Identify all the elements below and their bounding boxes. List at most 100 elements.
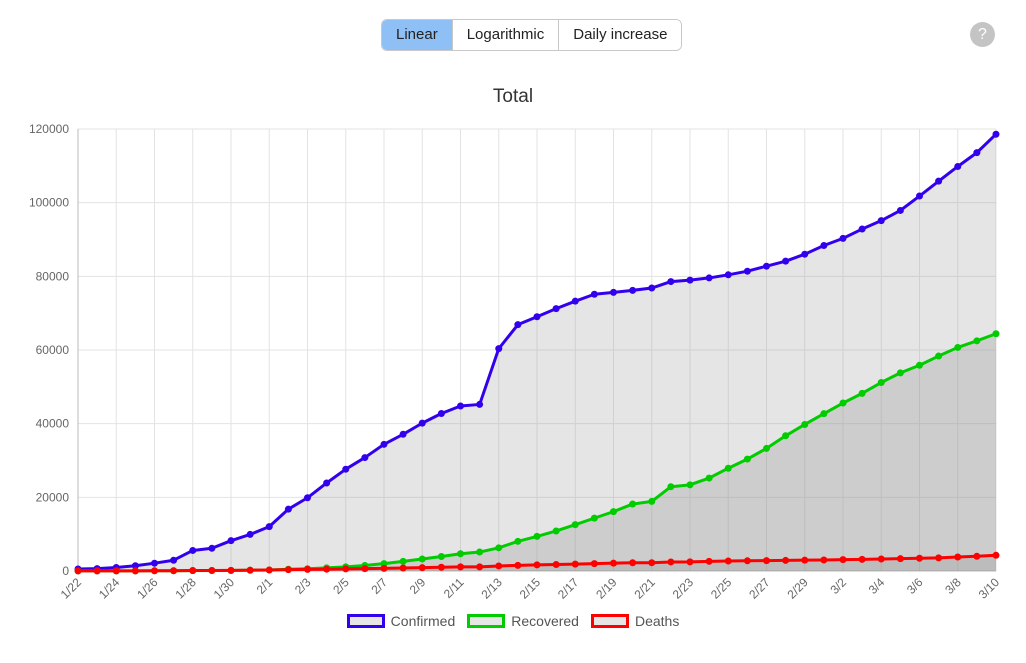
point-deaths[interactable]: [877, 555, 885, 563]
point-confirmed[interactable]: [896, 206, 904, 214]
point-confirmed[interactable]: [724, 271, 732, 279]
point-deaths[interactable]: [399, 564, 407, 572]
point-recovered[interactable]: [820, 410, 828, 418]
point-deaths[interactable]: [571, 560, 579, 568]
point-deaths[interactable]: [629, 559, 637, 567]
point-confirmed[interactable]: [820, 242, 828, 250]
point-deaths[interactable]: [131, 567, 139, 575]
point-deaths[interactable]: [304, 565, 311, 573]
point-deaths[interactable]: [380, 564, 388, 572]
point-recovered[interactable]: [514, 537, 522, 545]
point-recovered[interactable]: [973, 337, 981, 345]
point-confirmed[interactable]: [342, 465, 350, 473]
point-confirmed[interactable]: [801, 250, 809, 258]
legend-item-recovered[interactable]: Recovered: [467, 613, 579, 629]
point-deaths[interactable]: [820, 556, 828, 564]
point-deaths[interactable]: [648, 559, 656, 567]
point-confirmed[interactable]: [476, 400, 484, 408]
point-confirmed[interactable]: [131, 562, 139, 570]
point-confirmed[interactable]: [208, 544, 216, 552]
point-deaths[interactable]: [342, 565, 350, 573]
point-confirmed[interactable]: [705, 274, 713, 282]
point-deaths[interactable]: [839, 556, 847, 564]
point-recovered[interactable]: [935, 352, 943, 360]
point-confirmed[interactable]: [246, 530, 254, 538]
point-deaths[interactable]: [189, 567, 197, 575]
point-deaths[interactable]: [227, 566, 235, 574]
point-deaths[interactable]: [858, 555, 866, 563]
point-confirmed[interactable]: [189, 546, 197, 554]
tab-logarithmic[interactable]: Logarithmic: [452, 20, 560, 50]
point-confirmed[interactable]: [935, 177, 943, 185]
point-confirmed[interactable]: [610, 288, 617, 296]
point-recovered[interactable]: [629, 500, 637, 508]
point-deaths[interactable]: [801, 556, 809, 564]
point-deaths[interactable]: [610, 559, 617, 567]
point-deaths[interactable]: [112, 567, 120, 575]
point-deaths[interactable]: [533, 561, 541, 569]
point-confirmed[interactable]: [686, 276, 694, 284]
point-deaths[interactable]: [973, 552, 981, 560]
point-deaths[interactable]: [743, 557, 751, 565]
point-deaths[interactable]: [763, 557, 770, 565]
point-confirmed[interactable]: [763, 262, 770, 270]
point-deaths[interactable]: [667, 558, 675, 566]
point-confirmed[interactable]: [571, 297, 579, 305]
point-recovered[interactable]: [992, 330, 1000, 338]
point-deaths[interactable]: [265, 566, 273, 574]
point-deaths[interactable]: [896, 555, 904, 563]
point-confirmed[interactable]: [954, 162, 962, 170]
point-confirmed[interactable]: [992, 130, 1000, 138]
point-recovered[interactable]: [896, 369, 904, 377]
point-recovered[interactable]: [839, 399, 847, 407]
point-recovered[interactable]: [495, 544, 503, 552]
point-confirmed[interactable]: [839, 234, 847, 242]
point-recovered[interactable]: [743, 455, 751, 463]
point-deaths[interactable]: [552, 560, 560, 568]
point-deaths[interactable]: [686, 558, 694, 566]
point-confirmed[interactable]: [648, 284, 656, 292]
point-confirmed[interactable]: [782, 257, 790, 265]
point-confirmed[interactable]: [380, 440, 388, 448]
point-deaths[interactable]: [954, 553, 962, 561]
point-confirmed[interactable]: [304, 494, 311, 502]
point-confirmed[interactable]: [323, 479, 331, 487]
point-confirmed[interactable]: [284, 505, 292, 513]
point-recovered[interactable]: [858, 389, 866, 397]
point-recovered[interactable]: [877, 379, 885, 387]
point-confirmed[interactable]: [361, 454, 369, 462]
point-deaths[interactable]: [246, 566, 254, 574]
point-deaths[interactable]: [782, 556, 790, 564]
point-recovered[interactable]: [954, 343, 962, 351]
point-recovered[interactable]: [916, 361, 923, 369]
point-recovered[interactable]: [552, 527, 560, 535]
point-confirmed[interactable]: [399, 430, 407, 438]
tab-daily-increase[interactable]: Daily increase: [559, 20, 682, 50]
point-deaths[interactable]: [724, 557, 732, 565]
point-recovered[interactable]: [763, 444, 770, 452]
point-confirmed[interactable]: [916, 192, 923, 200]
point-deaths[interactable]: [514, 561, 522, 569]
point-confirmed[interactable]: [590, 290, 598, 298]
point-recovered[interactable]: [437, 552, 445, 560]
point-deaths[interactable]: [495, 562, 503, 570]
point-deaths[interactable]: [590, 560, 598, 568]
point-confirmed[interactable]: [877, 217, 885, 225]
point-recovered[interactable]: [457, 550, 464, 558]
point-confirmed[interactable]: [858, 225, 866, 233]
legend-item-deaths[interactable]: Deaths: [590, 613, 679, 629]
point-deaths[interactable]: [361, 565, 369, 573]
tab-linear[interactable]: Linear: [382, 20, 453, 50]
point-confirmed[interactable]: [514, 321, 522, 329]
point-deaths[interactable]: [437, 563, 445, 571]
point-recovered[interactable]: [686, 481, 694, 489]
point-deaths[interactable]: [74, 567, 82, 575]
point-confirmed[interactable]: [437, 409, 445, 417]
point-confirmed[interactable]: [629, 286, 637, 294]
point-confirmed[interactable]: [151, 559, 158, 567]
point-confirmed[interactable]: [227, 537, 235, 545]
point-confirmed[interactable]: [533, 313, 541, 321]
point-confirmed[interactable]: [457, 402, 464, 410]
point-deaths[interactable]: [418, 564, 426, 572]
point-recovered[interactable]: [667, 483, 675, 491]
